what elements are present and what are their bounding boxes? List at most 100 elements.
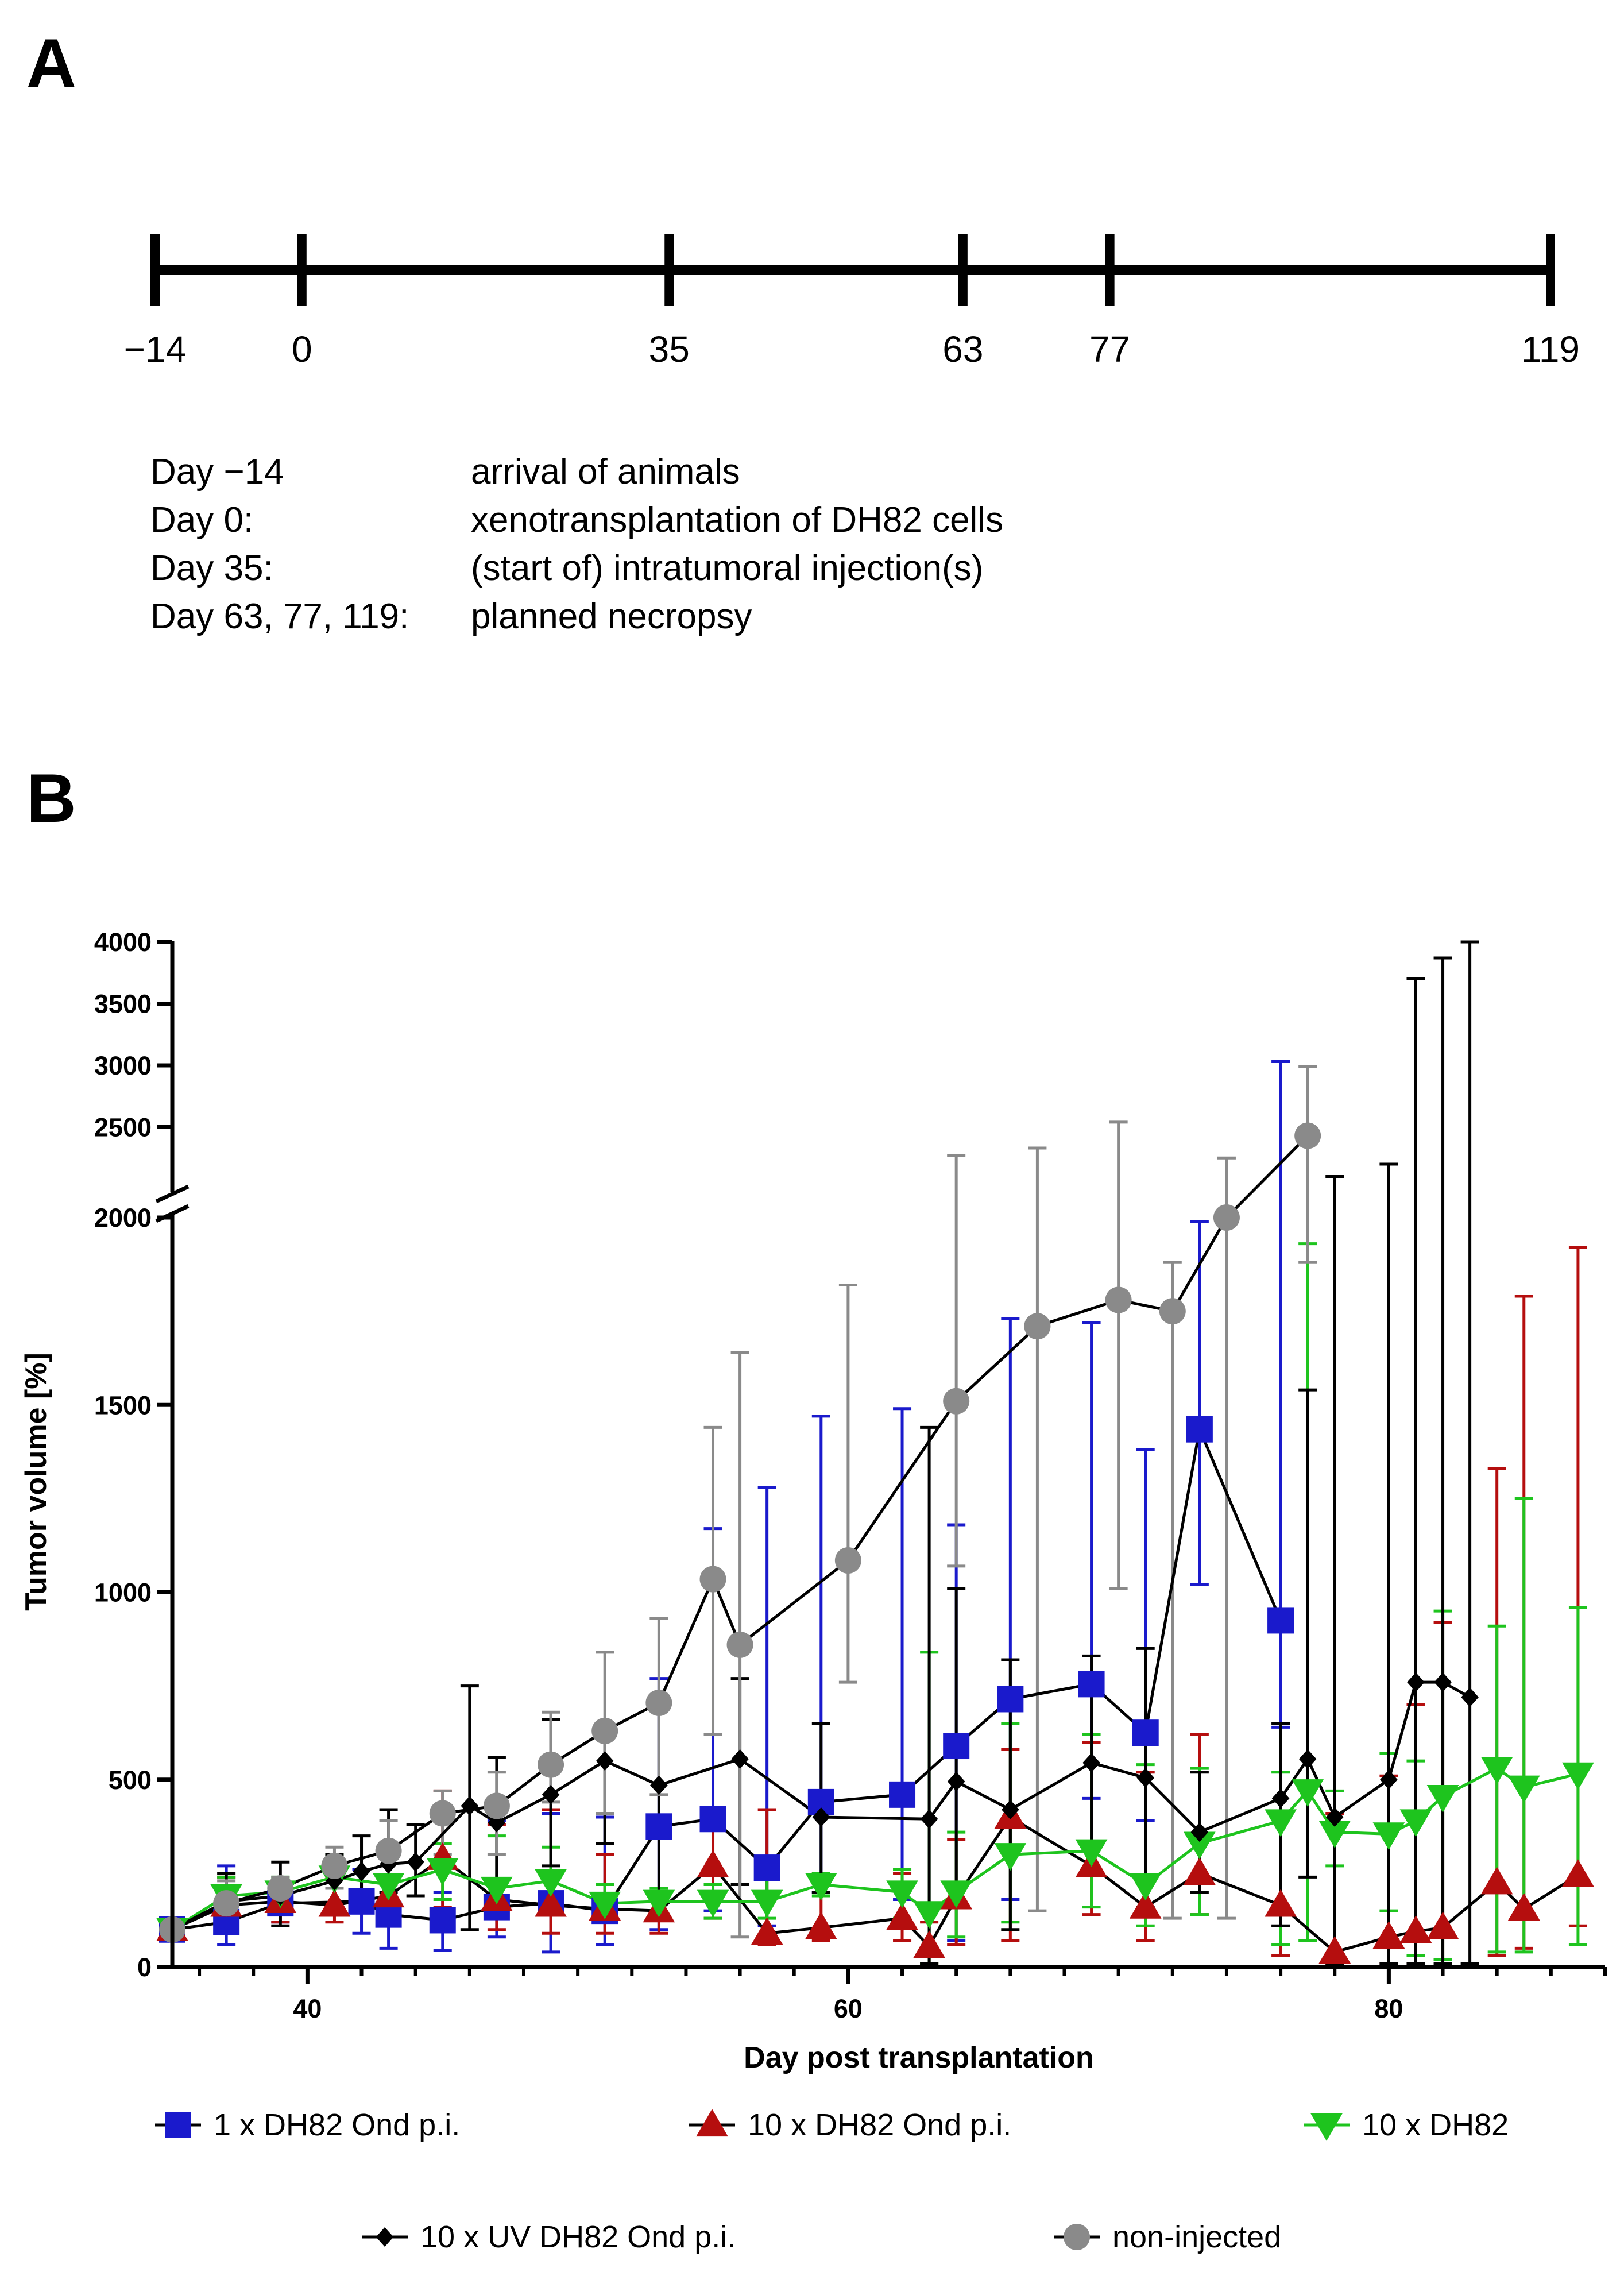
point-1-x-dh82-ond-p-i [348,1888,375,1915]
point-10-x-uv-dh82-ond-p-i [1082,1753,1100,1773]
point-10-x-uv-dh82-ond-p-i [1434,1672,1452,1692]
point-non-injected [943,1388,970,1415]
point-10-x-dh82-ond-p-i [886,1902,918,1930]
x-tick-label: 80 [1374,1994,1403,2023]
legend-swatch-10-x-dh82-ond-p-i [689,2108,735,2136]
point-10-x-dh82 [1372,1822,1405,1850]
point-non-injected [1294,1122,1321,1149]
y-tick-label: 0 [137,1953,152,1982]
point-1-x-dh82-ond-p-i [997,1686,1024,1713]
timeline-tick-label: 119 [1521,329,1580,370]
point-10-x-uv-dh82-ond-p-i [920,1809,938,1829]
point-non-injected [591,1717,618,1744]
point-10-x-uv-dh82-ond-p-i [353,1861,370,1881]
legend-marker-non-injected [1064,2223,1090,2250]
point-10-x-uv-dh82-ond-p-i [461,1796,479,1816]
point-10-x-dh82 [1129,1873,1162,1901]
legend-marker-10-x-uv-dh82-ond-p-i [376,2227,394,2247]
point-10-x-dh82-ond-p-i [913,1930,945,1958]
point-10-x-dh82-ond-p-i [1562,1859,1594,1887]
legend-day: Day 63, 77, 119: [150,597,409,636]
legend-day: Day 0: [150,500,254,540]
point-10-x-dh82 [535,1869,567,1897]
point-10-x-uv-dh82-ond-p-i [650,1775,668,1795]
legend-swatch-non-injected [1054,2223,1100,2250]
legend-marker-1-x-dh82-ond-p-i [165,2111,191,2138]
point-10-x-dh82-ond-p-i [1507,1893,1540,1921]
point-non-injected [538,1751,564,1778]
legend-description: arrival of animals [471,452,740,492]
point-10-x-dh82 [751,1889,783,1918]
x-tick-label: 40 [293,1994,322,2023]
legend-entry-non-injected: non-injected [1054,2217,1281,2255]
timeline-legend-row: Day 0: xenotransplantation of DH82 cells [150,496,1003,544]
timeline: −14 0 35 63 77 119 [124,234,1580,370]
legend-entry-10-x-dh82: 10 x DH82 [1304,2105,1509,2143]
axis-break-mark [155,1184,190,1204]
y-tick-label: 1000 [94,1578,152,1608]
legend-description: (start of) intratumoral injection(s) [471,548,984,588]
point-10-x-dh82-ond-p-i [751,1917,783,1945]
x-tick-label: 60 [834,1994,863,2023]
point-1-x-dh82-ond-p-i [1078,1671,1105,1698]
point-non-injected [645,1689,672,1716]
point-10-x-uv-dh82-ond-p-i [596,1751,614,1771]
timeline-tick-label: 77 [1089,329,1130,370]
point-10-x-uv-dh82-ond-p-i [542,1784,560,1804]
point-non-injected [1105,1286,1132,1313]
panel-a-label: A [26,25,76,102]
point-1-x-dh82-ond-p-i [753,1854,780,1881]
point-10-x-dh82 [1292,1779,1324,1807]
point-10-x-dh82 [481,1876,513,1904]
y-tick-label: 2000 [94,1203,152,1232]
point-1-x-dh82-ond-p-i [889,1781,916,1808]
timeline-tick-label: 35 [649,329,690,370]
point-10-x-uv-dh82-ond-p-i [1002,1799,1019,1819]
point-10-x-dh82 [886,1880,918,1908]
point-1-x-dh82-ond-p-i [1267,1607,1294,1634]
point-10-x-dh82 [697,1889,729,1918]
point-10-x-uv-dh82-ond-p-i [1271,1788,1290,1809]
point-10-x-uv-dh82-ond-p-i [731,1749,749,1769]
point-1-x-dh82-ond-p-i [1186,1416,1213,1443]
point-10-x-uv-dh82-ond-p-i [1136,1768,1155,1788]
point-non-injected [1024,1313,1051,1340]
point-10-x-dh82 [1399,1809,1432,1837]
legend-label: 1 x DH82 Ond p.i. [214,2107,461,2142]
point-non-injected [1213,1204,1240,1231]
point-10-x-dh82-ond-p-i [805,1911,837,1939]
point-10-x-dh82-ond-p-i [535,1889,567,1917]
point-10-x-uv-dh82-ond-p-i [1461,1687,1479,1707]
legend-day: Day 35: [150,548,273,588]
point-10-x-uv-dh82-ond-p-i [407,1852,424,1872]
point-non-injected [1159,1298,1186,1325]
point-10-x-dh82-ond-p-i [1372,1921,1405,1949]
legend-label: 10 x DH82 Ond p.i. [748,2107,1012,2142]
point-10-x-uv-dh82-ond-p-i [1380,1769,1398,1790]
point-10-x-dh82 [1075,1839,1108,1867]
point-1-x-dh82-ond-p-i [645,1813,672,1840]
point-10-x-dh82-ond-p-i [1129,1891,1162,1919]
point-10-x-dh82 [913,1901,945,1929]
point-1-x-dh82-ond-p-i [943,1733,970,1760]
x-axis-title: Day post transplantation [744,2041,1094,2074]
legend-swatch-10-x-uv-dh82-ond-p-i [362,2227,408,2247]
point-non-injected [213,1890,240,1917]
panel-b-label: B [26,760,76,837]
timeline-tick-label: −14 [124,329,187,370]
point-10-x-dh82 [805,1873,837,1901]
legend-entry-1-x-dh82-ond-p-i: 1 x DH82 Ond p.i. [155,2105,460,2143]
point-10-x-dh82 [1562,1762,1594,1790]
legend-label: 10 x DH82 [1362,2107,1509,2142]
point-10-x-dh82 [1480,1757,1513,1785]
point-10-x-dh82 [426,1858,459,1886]
point-10-x-dh82 [589,1891,621,1919]
point-10-x-dh82-ond-p-i [1426,1911,1459,1939]
legend-entry-10-x-uv-dh82-ond-p-i: 10 x UV DH82 Ond p.i. [362,2217,736,2255]
point-10-x-uv-dh82-ond-p-i [1407,1672,1425,1692]
point-10-x-dh82 [1426,1784,1459,1813]
point-non-injected [321,1852,348,1879]
legend-marker-10-x-dh82-ond-p-i [696,2108,728,2136]
timeline-tick-label: 63 [942,329,983,370]
